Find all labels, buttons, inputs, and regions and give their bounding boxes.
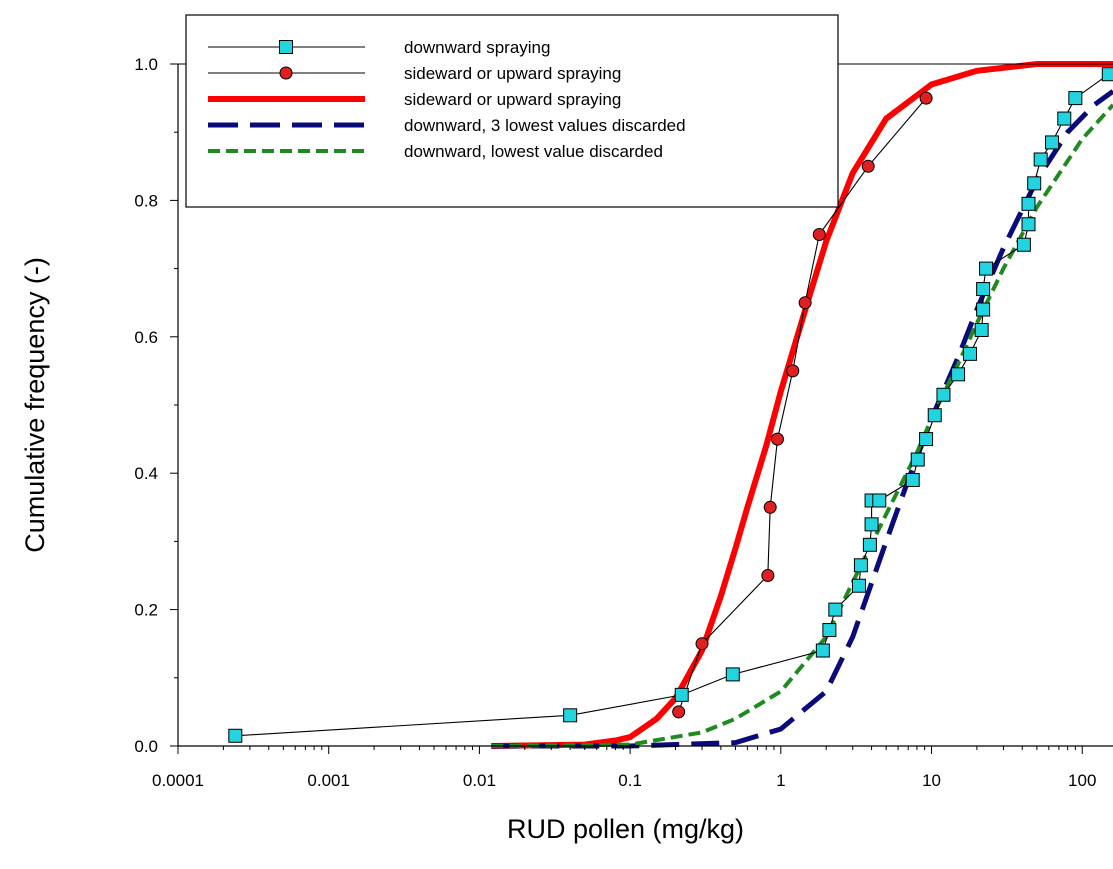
data-point-series-0 xyxy=(1101,67,1113,82)
legend-label-4: downward, lowest value discarded xyxy=(404,142,663,161)
data-point-series-0 xyxy=(1044,135,1059,150)
y-tick-label: 0.8 xyxy=(134,191,158,210)
data-point-series-1 xyxy=(786,364,800,378)
data-point-series-1 xyxy=(770,432,784,446)
data-point-series-1 xyxy=(695,637,709,651)
x-tick-label: 1 xyxy=(776,771,785,790)
y-tick-label: 0.2 xyxy=(134,601,158,620)
data-point-series-0 xyxy=(951,367,966,382)
x-tick-label: 100 xyxy=(1068,771,1096,790)
x-axis-title: RUD pollen (mg/kg) xyxy=(507,814,744,844)
x-tick-label: 0.001 xyxy=(307,771,350,790)
legend: downward spraying sideward or upward spra… xyxy=(185,14,839,208)
x-tick-label: 10 xyxy=(922,771,941,790)
series-line-1 xyxy=(678,97,927,713)
data-point-series-0 xyxy=(563,708,578,723)
data-point-series-0 xyxy=(976,282,991,297)
data-point-series-0 xyxy=(936,387,951,402)
data-point-series-1 xyxy=(798,296,812,310)
data-point-series-0 xyxy=(872,493,887,508)
data-point-series-0 xyxy=(1068,91,1083,106)
y-tick-label: 0.4 xyxy=(134,464,158,483)
data-point-series-0 xyxy=(919,432,934,447)
series-line-2 xyxy=(491,61,1113,749)
data-point-series-0 xyxy=(228,728,243,743)
data-point-series-1 xyxy=(672,705,686,719)
x-tick-label: 0.01 xyxy=(463,771,496,790)
data-point-series-0 xyxy=(862,537,877,552)
data-point-series-0 xyxy=(822,623,837,638)
x-tick-label: 0.1 xyxy=(618,771,642,790)
data-point-series-0 xyxy=(864,517,879,532)
data-point-series-0 xyxy=(974,322,989,337)
y-axis-title: Cumulative frequency (-) xyxy=(20,257,50,553)
x-tick-label: 0.0001 xyxy=(152,771,204,790)
data-point-series-0 xyxy=(828,602,843,617)
data-point-series-0 xyxy=(1021,217,1036,232)
data-point-series-0 xyxy=(1027,176,1042,191)
data-point-series-0 xyxy=(725,667,740,682)
data-point-series-0 xyxy=(1057,111,1072,126)
data-point-series-1 xyxy=(861,159,875,173)
data-point-series-0 xyxy=(979,261,994,276)
data-point-series-0 xyxy=(674,687,689,702)
legend-label-1: sideward or upward spraying xyxy=(404,64,621,83)
axes: 0.0001 0.001 0.01 0.1 1 10 100 0.0 0.2 0.4 0.6 0.8 1… xyxy=(134,55,1113,790)
y-tick-label: 0.0 xyxy=(134,737,158,756)
data-point-series-0 xyxy=(1033,152,1048,167)
plot-area xyxy=(228,61,1113,749)
data-point-series-0 xyxy=(927,408,942,423)
legend-marker-1 xyxy=(279,66,293,80)
legend-label-0: downward spraying xyxy=(404,38,550,57)
data-point-series-0 xyxy=(910,452,925,467)
y-tick-label: 1.0 xyxy=(134,55,158,74)
data-point-series-0 xyxy=(976,302,991,317)
data-point-series-0 xyxy=(1016,237,1031,252)
data-point-series-1 xyxy=(761,569,775,582)
data-point-series-1 xyxy=(812,228,826,241)
legend-label-2: sideward or upward spraying xyxy=(404,90,621,109)
data-point-series-0 xyxy=(963,346,978,361)
y-tick-label: 0.6 xyxy=(134,328,158,347)
data-point-series-0 xyxy=(905,473,920,488)
data-point-series-0 xyxy=(853,558,868,573)
data-point-series-1 xyxy=(763,500,777,514)
data-point-series-0 xyxy=(1021,196,1036,211)
data-point-series-0 xyxy=(851,578,866,593)
data-point-series-1 xyxy=(919,91,933,105)
legend-marker-0 xyxy=(279,40,293,54)
legend-label-3: downward, 3 lowest values discarded xyxy=(404,116,686,135)
data-point-series-0 xyxy=(815,643,830,658)
